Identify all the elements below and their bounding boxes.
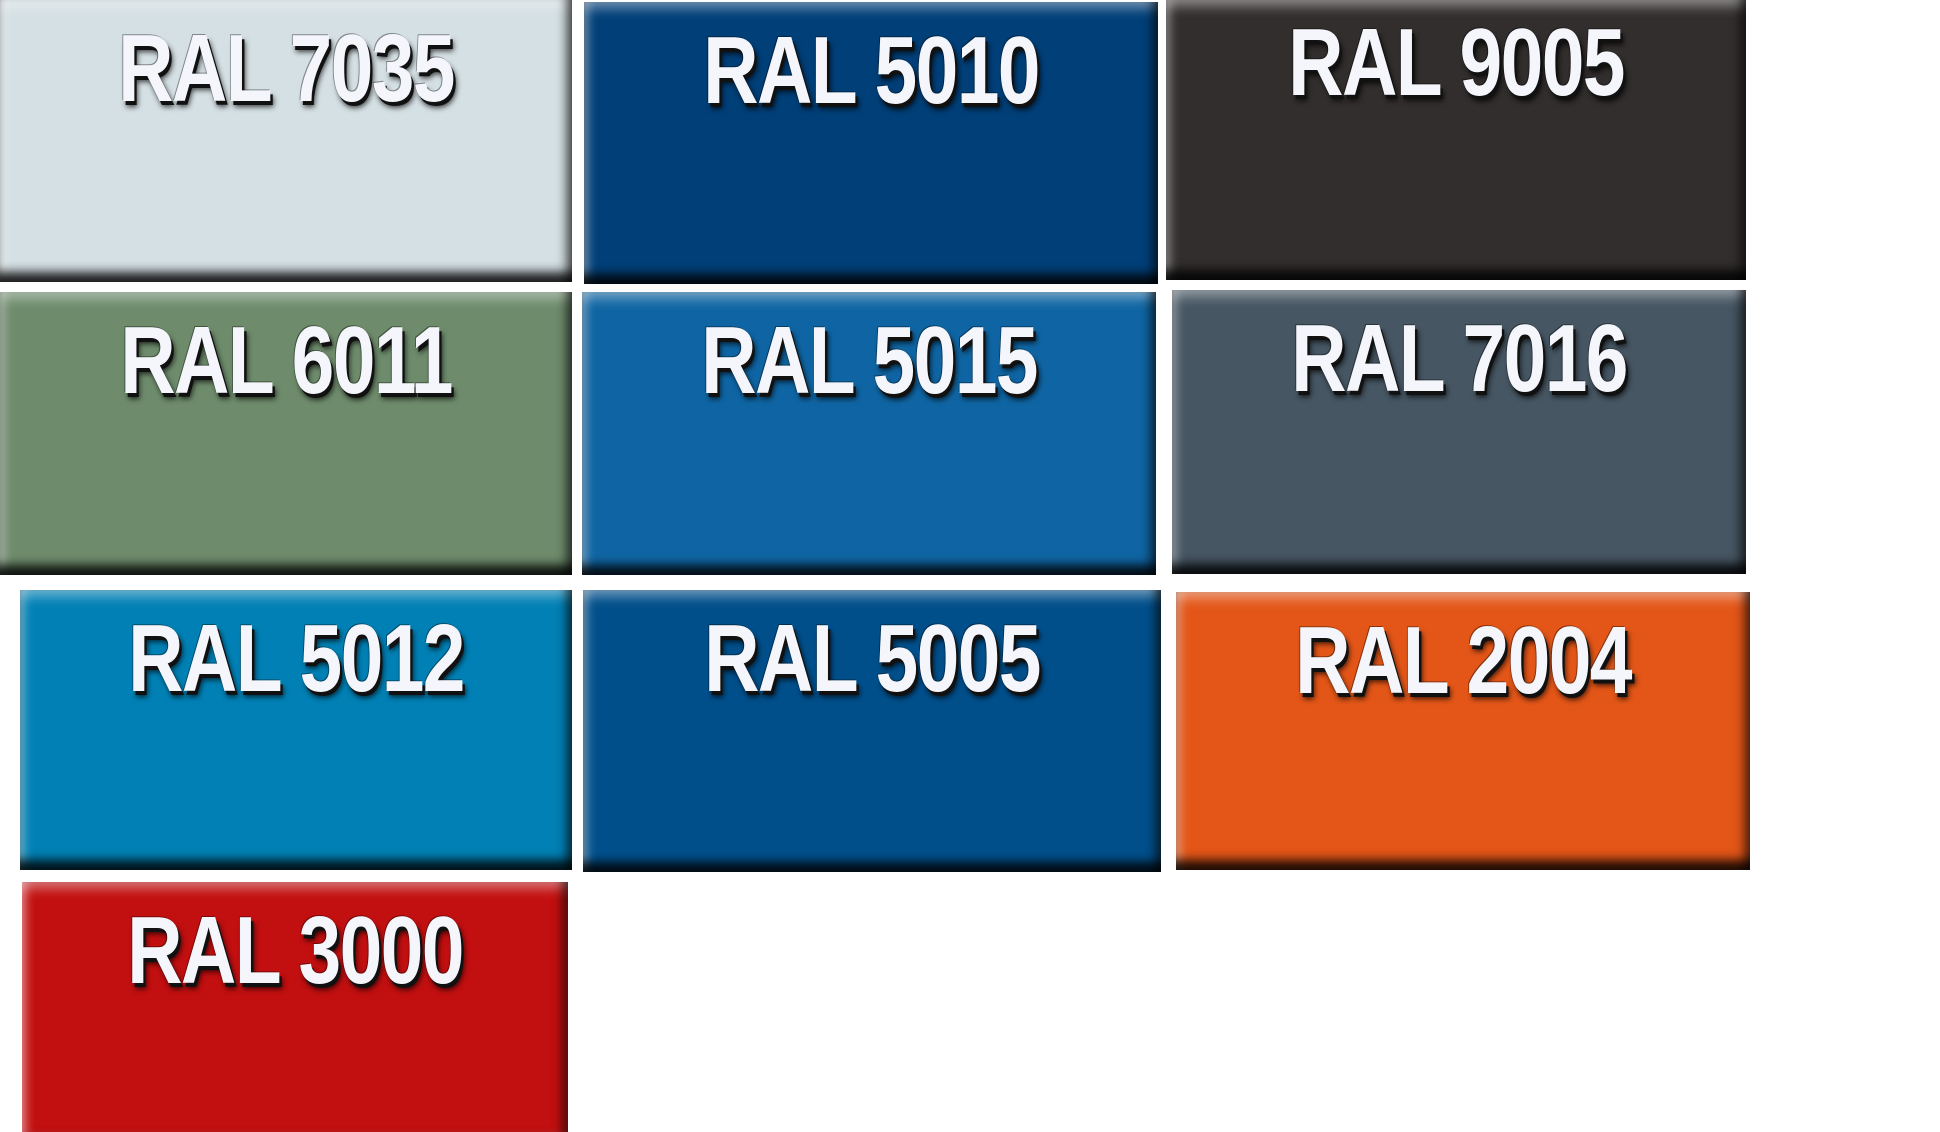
swatch-ral-5010: RAL 5010 (584, 2, 1158, 284)
swatch-ral-5015: RAL 5015 (582, 292, 1156, 575)
swatch-label: RAL 5015 (701, 307, 1038, 414)
swatch-ral-3000: RAL 3000 (22, 882, 568, 1132)
swatch-ral-6011: RAL 6011 (0, 292, 572, 575)
swatch-label: RAL 5010 (703, 17, 1040, 124)
swatch-label: RAL 7035 (118, 15, 455, 122)
swatch-label: RAL 3000 (127, 897, 464, 1004)
swatch-label: RAL 5005 (704, 605, 1041, 712)
swatch-ral-5005: RAL 5005 (583, 590, 1161, 872)
swatch-ral-2004: RAL 2004 (1176, 592, 1750, 870)
swatch-label: RAL 7016 (1291, 305, 1628, 412)
swatch-ral-5012: RAL 5012 (20, 590, 572, 870)
swatch-ral-7016: RAL 7016 (1172, 290, 1746, 574)
swatch-label: RAL 2004 (1295, 607, 1632, 714)
swatch-label: RAL 9005 (1288, 9, 1625, 116)
swatch-ral-9005: RAL 9005 (1166, 0, 1746, 280)
swatch-label: RAL 5012 (128, 605, 465, 712)
swatch-ral-7035: RAL 7035 (0, 0, 572, 282)
swatch-label: RAL 6011 (120, 307, 453, 414)
